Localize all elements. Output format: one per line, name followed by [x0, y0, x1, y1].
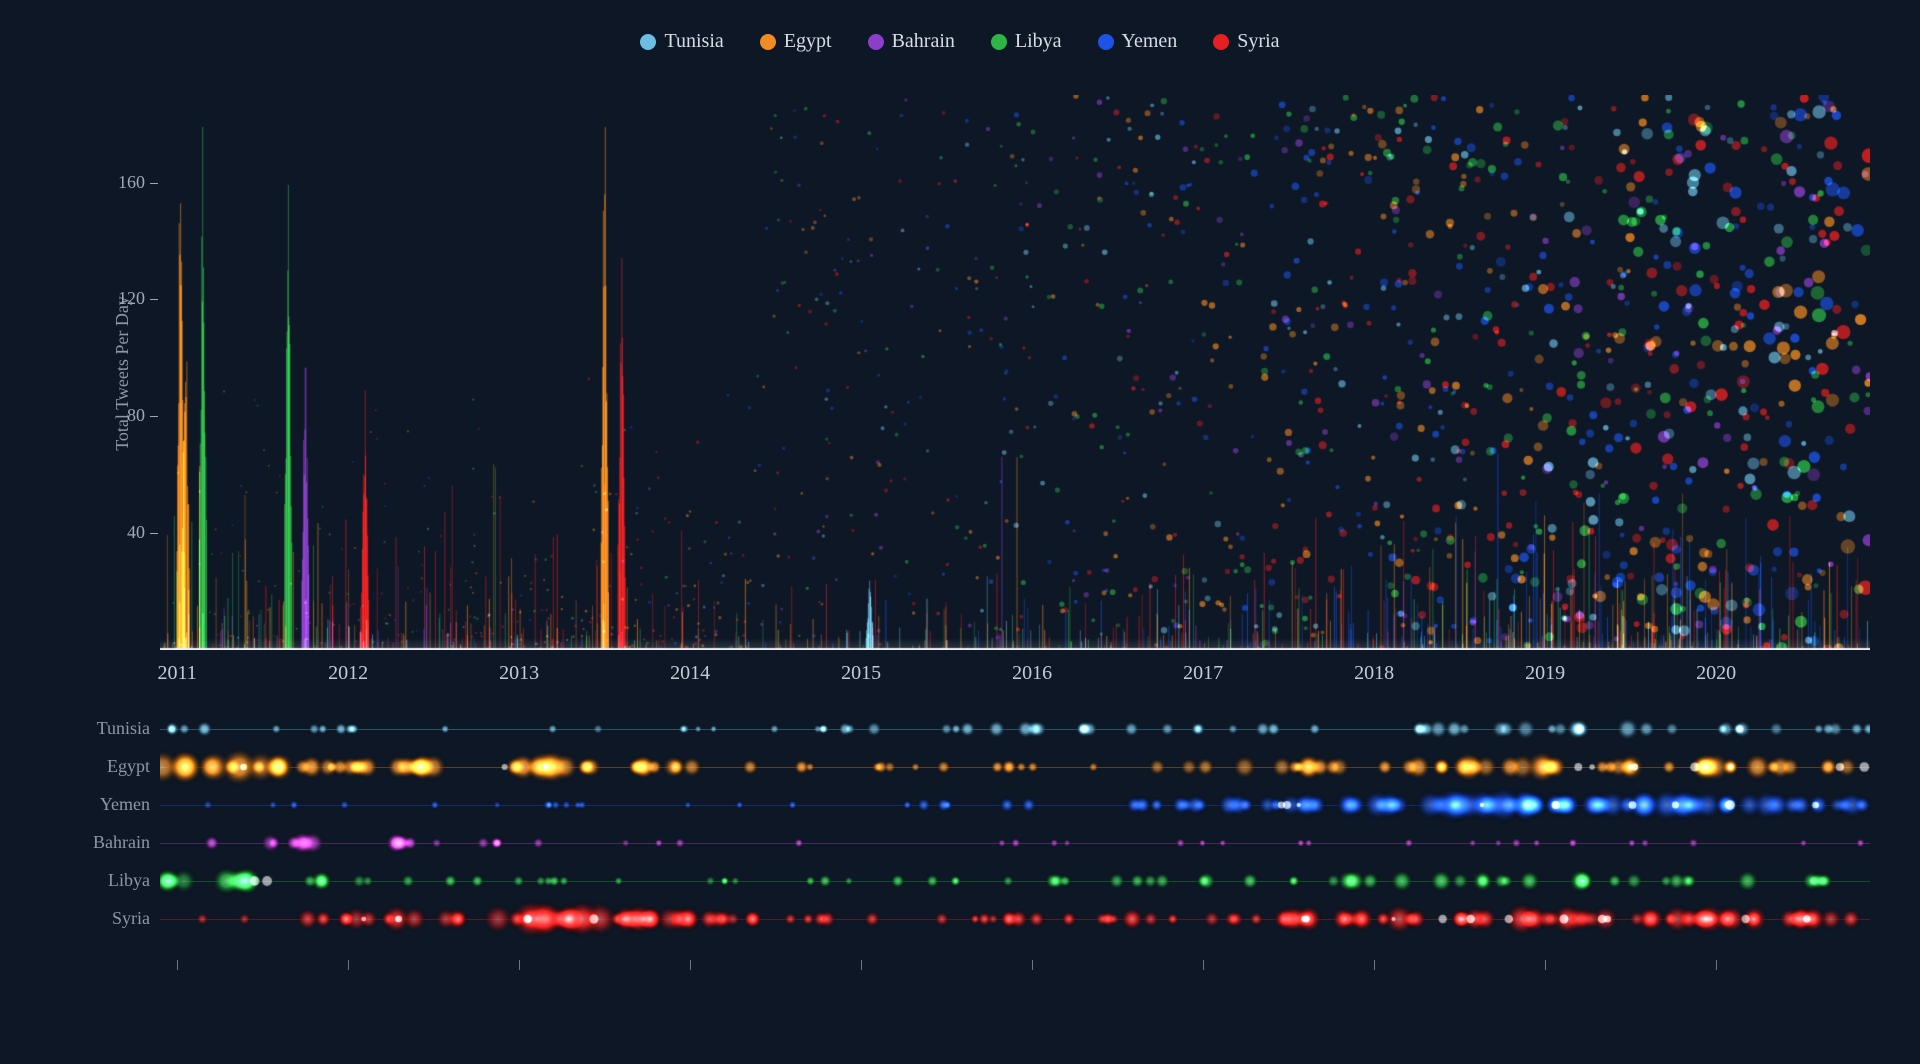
x-tick-label: 2012 — [328, 662, 368, 685]
timeline-bottom-tick — [519, 960, 520, 970]
legend-item-tunisia: Tunisia — [640, 30, 723, 53]
x-tick-label: 2017 — [1183, 662, 1223, 685]
legend-item-libya: Libya — [991, 30, 1062, 53]
y-tick-mark — [150, 416, 158, 417]
timeline-label-bahrain: Bahrain — [55, 832, 150, 853]
legend-label: Libya — [1015, 30, 1062, 53]
legend-item-syria: Syria — [1213, 30, 1279, 53]
y-tick-mark — [150, 533, 158, 534]
legend-dot-icon — [1098, 34, 1114, 50]
legend-label: Egypt — [784, 30, 832, 53]
timeline-label-yemen: Yemen — [55, 794, 150, 815]
y-tick-label: 40 — [105, 522, 145, 543]
legend-item-yemen: Yemen — [1098, 30, 1178, 53]
timeline-bottom-tick — [1716, 960, 1717, 970]
x-tick-label: 2016 — [1012, 662, 1052, 685]
x-tick-label: 2019 — [1525, 662, 1565, 685]
legend-dot-icon — [1213, 34, 1229, 50]
y-axis-label: Total Tweets Per Day — [112, 296, 133, 451]
legend-label: Tunisia — [664, 30, 723, 53]
main-scatter-chart — [160, 95, 1870, 650]
legend-label: Yemen — [1122, 30, 1178, 53]
y-tick-mark — [150, 299, 158, 300]
legend-dot-icon — [640, 34, 656, 50]
x-tick-label: 2018 — [1354, 662, 1394, 685]
timeline-label-libya: Libya — [55, 870, 150, 891]
timeline-bottom-tick — [861, 960, 862, 970]
legend-item-egypt: Egypt — [760, 30, 832, 53]
timeline-bottom-tick — [177, 960, 178, 970]
timeline-bottom-tick — [1545, 960, 1546, 970]
x-tick-label: 2020 — [1696, 662, 1736, 685]
timeline-label-egypt: Egypt — [55, 756, 150, 777]
legend: Tunisia Egypt Bahrain Libya Yemen Syria — [0, 30, 1920, 56]
x-tick-label: 2015 — [841, 662, 881, 685]
legend-item-bahrain: Bahrain — [868, 30, 955, 53]
legend-label: Bahrain — [892, 30, 955, 53]
timeline-bubbles — [160, 710, 1870, 938]
legend-dot-icon — [868, 34, 884, 50]
legend-dot-icon — [991, 34, 1007, 50]
x-tick-label: 2011 — [157, 662, 196, 685]
timeline-bottom-tick — [690, 960, 691, 970]
y-tick-mark — [150, 183, 158, 184]
y-tick-label: 160 — [105, 172, 145, 193]
timeline-bottom-tick — [1203, 960, 1204, 970]
timeline-bottom-tick — [1032, 960, 1033, 970]
legend-label: Syria — [1237, 30, 1279, 53]
timeline-bottom-tick — [348, 960, 349, 970]
timeline-bottom-tick — [1374, 960, 1375, 970]
y-tick-label: 120 — [105, 288, 145, 309]
timeline-label-syria: Syria — [55, 908, 150, 929]
y-tick-label: 80 — [105, 405, 145, 426]
x-tick-label: 2014 — [670, 662, 710, 685]
x-tick-label: 2013 — [499, 662, 539, 685]
timeline-label-tunisia: Tunisia — [55, 718, 150, 739]
legend-dot-icon — [760, 34, 776, 50]
